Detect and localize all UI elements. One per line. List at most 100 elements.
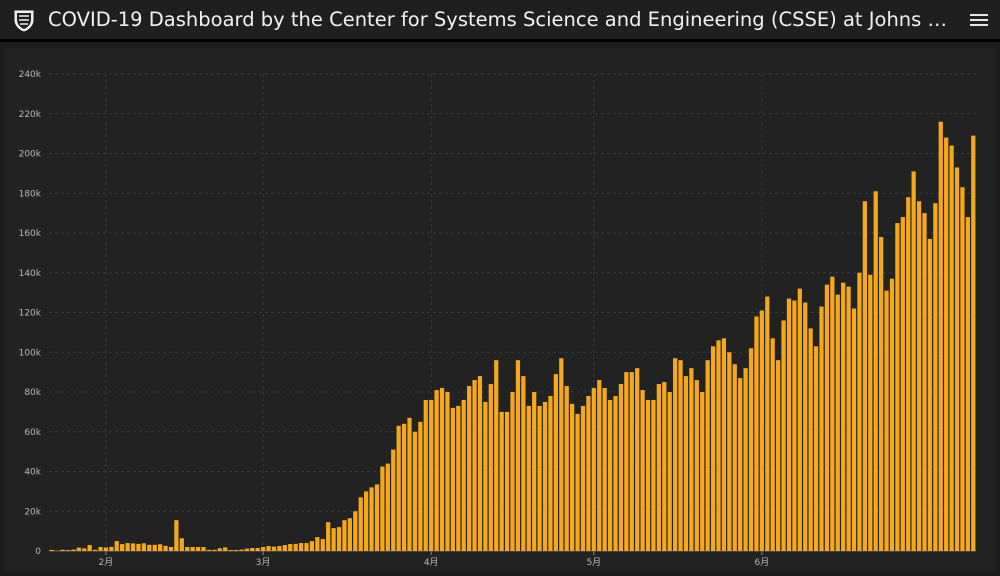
bar[interactable] [706,360,710,551]
bar[interactable] [397,426,401,551]
bar[interactable] [315,537,319,551]
bar[interactable] [82,548,86,551]
bar[interactable] [722,338,726,551]
bar[interactable] [738,378,742,551]
bar[interactable] [771,338,775,551]
bar[interactable] [619,384,623,551]
bar[interactable] [543,402,547,551]
bar[interactable] [88,545,92,551]
bar[interactable] [434,390,438,551]
bar[interactable] [781,320,785,551]
bar[interactable] [613,396,617,551]
bar[interactable] [646,400,650,551]
bar[interactable] [570,404,574,551]
bar[interactable] [743,368,747,551]
bar[interactable] [342,520,346,551]
bar[interactable] [440,388,444,551]
bar[interactable] [863,201,867,551]
bar[interactable] [147,545,151,551]
bar[interactable] [71,550,75,551]
bar[interactable] [98,547,102,551]
bar[interactable] [760,311,764,551]
bar[interactable] [662,382,666,551]
bar[interactable] [803,303,807,551]
bar[interactable] [288,544,292,551]
bar[interactable] [369,487,373,551]
bar[interactable] [223,547,227,551]
bar[interactable] [115,541,119,551]
bar[interactable] [510,392,514,551]
bar[interactable] [277,546,281,551]
bar[interactable] [380,467,384,551]
bar[interactable] [635,368,639,551]
bar[interactable] [456,406,460,551]
bar[interactable] [407,418,411,551]
bar[interactable] [874,191,878,551]
bar[interactable] [424,400,428,551]
bar[interactable] [814,346,818,551]
bar[interactable] [353,511,357,551]
bar[interactable] [836,295,840,551]
bar[interactable] [163,546,167,551]
bar[interactable] [733,364,737,551]
bar[interactable] [294,544,298,551]
bar[interactable] [494,360,498,551]
bar[interactable] [321,539,325,551]
bar[interactable] [700,392,704,551]
bar[interactable] [586,396,590,551]
bar[interactable] [207,550,211,551]
bar[interactable] [754,316,758,551]
bar[interactable] [906,197,910,551]
bar[interactable] [787,299,791,551]
bar[interactable] [809,328,813,551]
bar[interactable] [180,538,184,551]
bar[interactable] [93,550,97,551]
bar[interactable] [554,374,558,551]
bar[interactable] [830,277,834,551]
bar[interactable] [798,289,802,551]
bar[interactable] [565,386,569,551]
bar[interactable] [630,372,634,551]
bar[interactable] [689,368,693,551]
bar[interactable] [158,544,162,551]
bar[interactable] [960,187,964,551]
bar[interactable] [418,422,422,551]
bar[interactable] [825,285,829,551]
bar[interactable] [917,201,921,551]
bar[interactable] [765,297,769,551]
bar[interactable] [846,287,850,551]
bar[interactable] [971,136,975,551]
bar[interactable] [548,396,552,551]
bar[interactable] [852,309,856,551]
bar[interactable] [185,547,189,551]
bar[interactable] [50,550,54,551]
bar[interactable] [60,550,64,551]
bar[interactable] [933,203,937,551]
bar[interactable] [104,547,108,551]
bar[interactable] [153,545,157,551]
bar[interactable] [884,291,888,551]
bar[interactable] [489,384,493,551]
bar[interactable] [624,372,628,551]
bar[interactable] [684,376,688,551]
bar[interactable] [678,360,682,551]
bar[interactable] [857,273,861,551]
bar[interactable] [597,380,601,551]
bar[interactable] [299,543,303,551]
bar[interactable] [445,392,449,551]
bar[interactable] [467,386,471,551]
bar[interactable] [955,167,959,551]
bar[interactable] [532,392,536,551]
bar[interactable] [331,528,335,551]
bar[interactable] [608,400,612,551]
bar[interactable] [169,547,173,551]
bar[interactable] [196,547,200,551]
bar[interactable] [272,547,276,551]
bar[interactable] [66,550,70,551]
bar[interactable] [462,400,466,551]
bar[interactable] [478,376,482,551]
bar[interactable] [749,348,753,551]
bar[interactable] [575,414,579,551]
bar[interactable] [391,450,395,551]
bar[interactable] [668,392,672,551]
